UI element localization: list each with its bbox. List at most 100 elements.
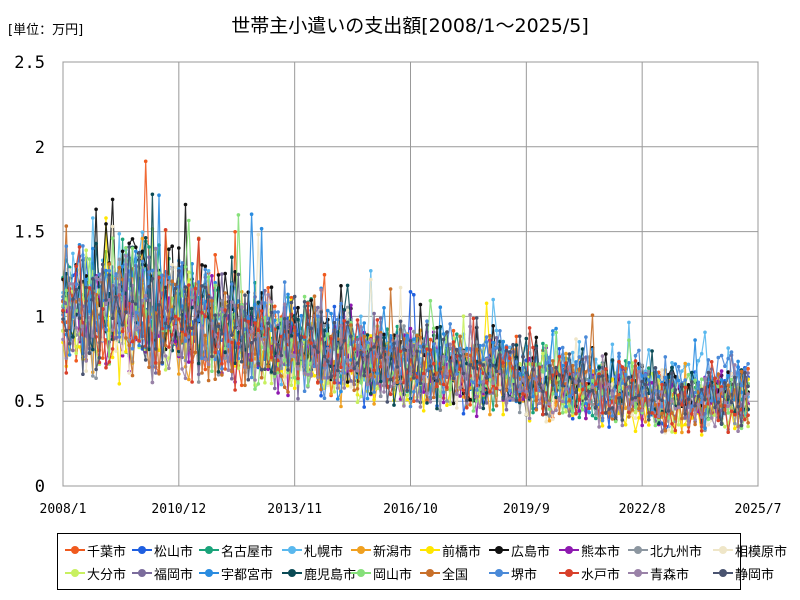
legend-swatch (628, 567, 648, 579)
data-point (372, 345, 376, 349)
x-tick-label: 2022/8 (619, 502, 666, 517)
data-point (604, 352, 608, 356)
data-point (127, 245, 131, 249)
data-point (345, 283, 350, 288)
data-point (607, 407, 611, 411)
data-point (617, 359, 621, 364)
data-point (127, 371, 131, 375)
data-point (703, 330, 707, 335)
data-point (233, 270, 237, 274)
data-point (289, 295, 294, 300)
data-point (746, 384, 750, 389)
data-point (474, 316, 479, 320)
data-point (647, 423, 651, 427)
data-point (378, 355, 383, 360)
legend-label: 青森市 (650, 567, 690, 583)
data-point (577, 340, 582, 344)
data-point (746, 371, 750, 375)
data-point (650, 349, 654, 353)
data-point (170, 316, 174, 321)
data-point (501, 364, 506, 369)
data-point (299, 313, 304, 318)
data-point (71, 335, 75, 339)
data-point (494, 328, 499, 333)
data-point (441, 400, 446, 405)
data-point (120, 353, 125, 358)
data-point (511, 342, 515, 347)
data-point (676, 405, 681, 410)
data-point (683, 422, 687, 427)
data-point (282, 317, 287, 321)
data-point (656, 374, 661, 379)
data-point (577, 379, 582, 383)
data-point (296, 367, 300, 371)
data-point (670, 430, 674, 434)
data-point (369, 373, 373, 377)
data-point (471, 380, 476, 385)
data-point (647, 418, 651, 422)
data-point (458, 354, 462, 358)
data-point (329, 337, 333, 341)
data-point (643, 373, 648, 377)
data-point (412, 352, 416, 356)
data-point (610, 417, 615, 421)
data-point (706, 423, 711, 427)
legend-label: 福岡市 (154, 567, 194, 583)
legend-swatch (132, 544, 152, 556)
data-point (673, 362, 678, 366)
data-point (312, 294, 317, 299)
data-point (296, 317, 300, 322)
data-point (584, 401, 588, 406)
data-point (87, 257, 92, 261)
data-point (187, 283, 191, 287)
legend-item: 広島市 (489, 540, 550, 560)
data-point (633, 410, 638, 415)
data-point (398, 349, 403, 354)
data-point (104, 216, 108, 220)
data-point (560, 345, 565, 350)
data-point (345, 358, 350, 362)
data-point (190, 288, 194, 292)
data-point (461, 411, 466, 416)
data-point (673, 407, 678, 411)
data-point (551, 329, 555, 333)
data-point (117, 285, 122, 290)
y-tick-label: 0.5 (14, 392, 45, 412)
data-point (491, 340, 496, 345)
data-point (124, 336, 128, 340)
data-point (140, 344, 145, 349)
data-point (683, 385, 687, 390)
data-point (124, 349, 128, 354)
data-point (339, 389, 343, 394)
data-point (425, 323, 429, 327)
data-point (690, 380, 694, 384)
data-point (355, 400, 360, 405)
data-point (196, 310, 201, 314)
data-point (445, 330, 449, 334)
data-point (514, 334, 519, 339)
data-point (431, 395, 436, 400)
data-point (488, 358, 492, 363)
data-point (587, 385, 591, 389)
data-point (541, 383, 545, 388)
data-point (385, 327, 390, 332)
data-point (319, 393, 323, 398)
data-point (491, 381, 496, 386)
data-point (220, 272, 224, 276)
data-point (448, 359, 453, 363)
data-point (494, 403, 499, 408)
data-point (100, 338, 105, 342)
data-point (484, 357, 489, 362)
data-point (653, 366, 658, 370)
data-point (547, 402, 552, 406)
data-point (84, 334, 88, 338)
data-point (653, 414, 658, 419)
data-point (584, 335, 588, 339)
legend-label: 松山市 (154, 544, 194, 560)
data-point (167, 345, 171, 349)
data-point (719, 378, 724, 382)
data-point (574, 411, 578, 416)
data-point (643, 420, 648, 424)
data-point (428, 400, 433, 404)
data-point (465, 405, 469, 410)
